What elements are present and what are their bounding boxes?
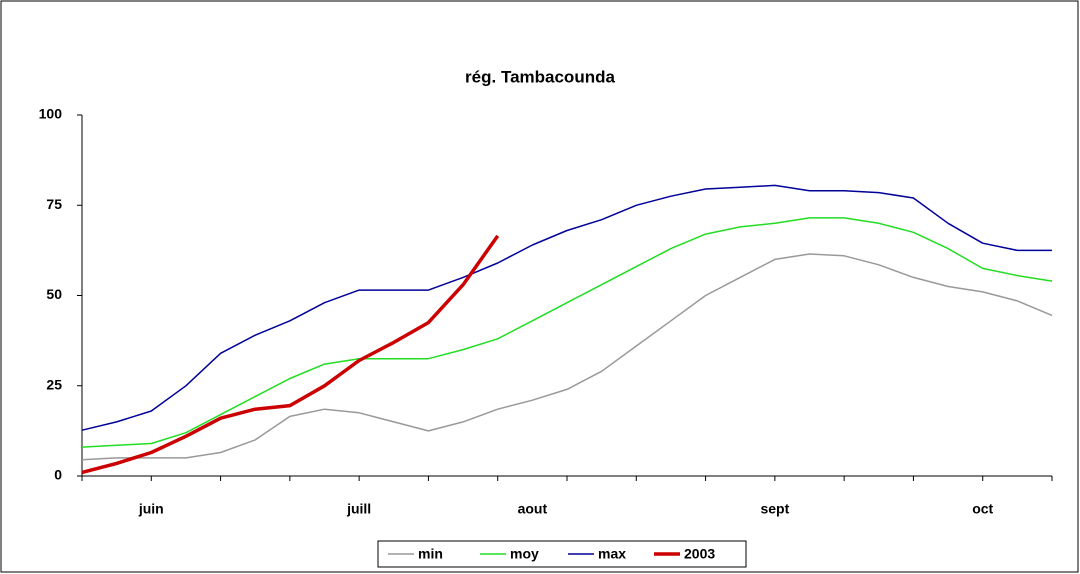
legend-label: min — [418, 546, 443, 562]
x-tick-label: oct — [972, 501, 993, 517]
series-line — [81, 253, 1053, 461]
series-line — [81, 234, 500, 475]
x-tick-label: aout — [518, 501, 548, 517]
y-tick-label: 0 — [54, 467, 62, 483]
x-tick-label: juin — [138, 501, 164, 517]
x-tick-label: juill — [346, 501, 371, 517]
legend-box — [377, 540, 747, 568]
legend-label: max — [598, 546, 626, 562]
y-tick-label: 25 — [46, 376, 62, 392]
y-tick-label: 100 — [39, 106, 63, 122]
legend-label: 2003 — [684, 546, 715, 562]
x-tick-label: sept — [760, 501, 789, 517]
chart-title: rég. Tambacounda — [465, 67, 615, 86]
legend-label: moy — [510, 546, 539, 562]
series-line — [81, 184, 1052, 431]
series-line — [81, 217, 1053, 448]
y-tick-label: 75 — [46, 196, 62, 212]
y-tick-label: 50 — [46, 286, 62, 302]
